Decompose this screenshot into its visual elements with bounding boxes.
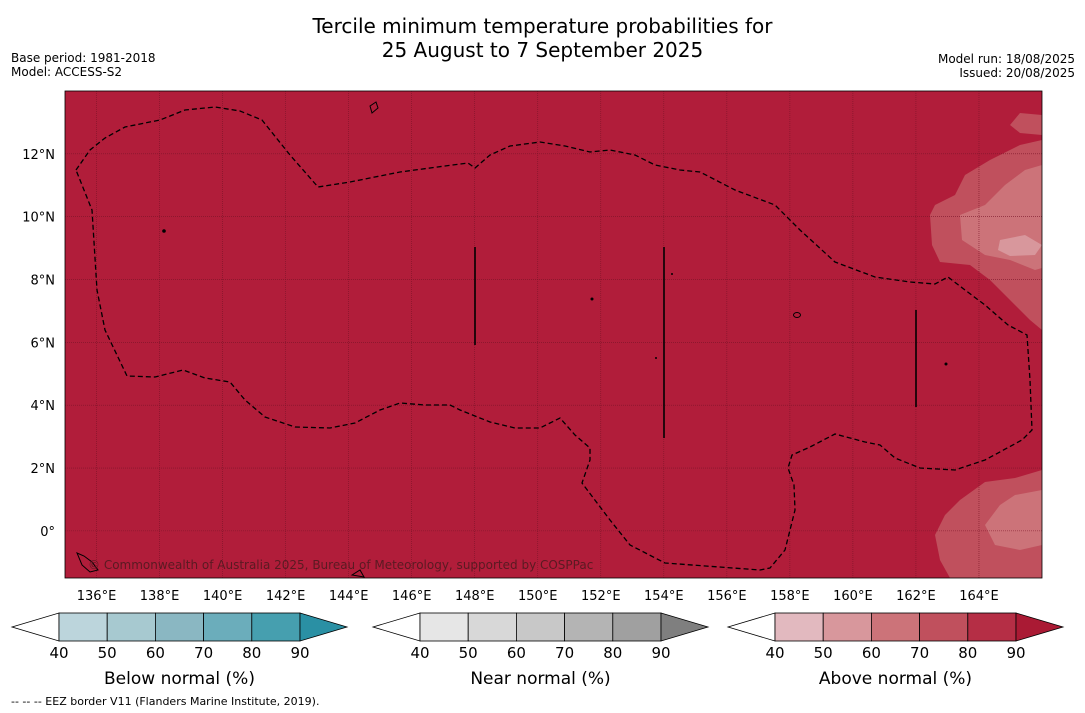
colorbar-tick-label: 40 bbox=[765, 644, 784, 662]
colorbar-extend-low bbox=[726, 612, 776, 642]
colorbar-tick-label: 60 bbox=[862, 644, 881, 662]
island-4 bbox=[655, 357, 657, 359]
lon-tick-label: 150°E bbox=[518, 589, 558, 604]
lon-tick-label: 146°E bbox=[392, 589, 432, 604]
shade-patch-ne-4 bbox=[1010, 113, 1042, 135]
colorbar-extend-high bbox=[1015, 612, 1065, 642]
colorbar-title: Above normal (%) bbox=[819, 669, 972, 689]
colorbar-segment bbox=[251, 612, 301, 642]
lon-tick-label: 152°E bbox=[581, 589, 621, 604]
colorbar-segment bbox=[871, 612, 921, 642]
colorbar-tick-label: 50 bbox=[814, 644, 833, 662]
colorbars: 40 50 60 70 80 90 Below normal (%) 40 50 60 70 80 90… bbox=[10, 612, 1065, 689]
colorbar-tick-label: 80 bbox=[242, 644, 261, 662]
colorbar-extend-low bbox=[10, 612, 60, 642]
colorbar-segment bbox=[774, 612, 824, 642]
island-3 bbox=[944, 362, 948, 366]
lon-tick-label: 164°E bbox=[959, 589, 999, 604]
island-2 bbox=[590, 297, 594, 301]
colorbar-segment bbox=[919, 612, 969, 642]
axis-labels: 136°E 138°E 140°E 142°E 144°E 146°E 148°E 150°E… bbox=[22, 148, 999, 604]
lon-tick-label: 140°E bbox=[203, 589, 243, 604]
title-line-2: 25 August to 7 September 2025 bbox=[381, 38, 704, 62]
copyright-notice: © Commonwealth of Australia 2025, Bureau… bbox=[88, 558, 593, 572]
title-line-1: Tercile minimum temperature probabilitie… bbox=[312, 14, 773, 38]
colorbar-segment bbox=[106, 612, 156, 642]
colorbar-tick-label: 50 bbox=[459, 644, 478, 662]
colorbar-segment bbox=[516, 612, 566, 642]
lat-tick-label: 12°N bbox=[22, 148, 55, 163]
eez-border bbox=[75, 106, 1033, 571]
colorbar-tick-label: 90 bbox=[290, 644, 309, 662]
lat-tick-label: 8°N bbox=[31, 274, 56, 289]
colorbar-segment bbox=[467, 612, 517, 642]
colorbar-tick-label: 40 bbox=[410, 644, 429, 662]
island-east bbox=[793, 312, 801, 318]
colorbar-segment bbox=[967, 612, 1017, 642]
colorbar-tick-label: 70 bbox=[555, 644, 574, 662]
lon-tick-label: 148°E bbox=[455, 589, 495, 604]
lon-tick-label: 160°E bbox=[833, 589, 873, 604]
colorbar-tick-label: 70 bbox=[194, 644, 213, 662]
lon-tick-label: 142°E bbox=[266, 589, 306, 604]
map-area bbox=[65, 91, 1042, 578]
map-frame bbox=[64, 90, 1043, 579]
colorbar-tick-label: 80 bbox=[958, 644, 977, 662]
meta-right: Model run: 18/08/2025 Issued: 20/08/2025 bbox=[938, 52, 1075, 80]
lat-tick-label: 10°N bbox=[22, 211, 55, 226]
shade-patch-ne-3 bbox=[998, 235, 1042, 256]
island-s bbox=[350, 569, 365, 578]
colorbar-extend-low bbox=[371, 612, 421, 642]
colorbar-tick-label: 40 bbox=[49, 644, 68, 662]
eez-legend: -- -- -- EEZ border V11 (Flanders Marine… bbox=[11, 695, 320, 708]
island-1 bbox=[162, 229, 166, 233]
shade-patch-se-2 bbox=[985, 490, 1042, 550]
map-title: Tercile minimum temperature probabilitie… bbox=[0, 14, 1085, 62]
lat-tick-label: 6°N bbox=[31, 336, 56, 351]
lon-tick-label: 156°E bbox=[707, 589, 747, 604]
colorbar-extend-high bbox=[299, 612, 349, 642]
colorbar-segment bbox=[419, 612, 469, 642]
lon-tick-label: 138°E bbox=[140, 589, 180, 604]
colorbar-tick-label: 60 bbox=[146, 644, 165, 662]
graticule bbox=[65, 91, 1042, 578]
colorbar-below: 40 50 60 70 80 90 Below normal (%) bbox=[10, 612, 349, 689]
island-north bbox=[369, 101, 379, 114]
colorbar-above: 40 50 60 70 80 90 Above normal (%) bbox=[726, 612, 1065, 689]
lon-tick-label: 136°E bbox=[77, 589, 117, 604]
base-period: Base period: 1981-2018 bbox=[11, 51, 156, 65]
lon-tick-label: 154°E bbox=[644, 589, 684, 604]
colorbar-title: Below normal (%) bbox=[104, 669, 255, 689]
lon-tick-label: 144°E bbox=[329, 589, 369, 604]
colorbar-tick-label: 80 bbox=[603, 644, 622, 662]
issued-date: Issued: 20/08/2025 bbox=[959, 66, 1075, 80]
lat-tick-label: 4°N bbox=[31, 399, 56, 414]
lon-tick-label: 158°E bbox=[770, 589, 810, 604]
colorbar-segment bbox=[612, 612, 662, 642]
colorbar-segment bbox=[203, 612, 253, 642]
lat-tick-label: 0° bbox=[40, 525, 55, 540]
colorbar-segment bbox=[822, 612, 872, 642]
colorbar-tick-label: 60 bbox=[507, 644, 526, 662]
colorbar-tick-label: 50 bbox=[98, 644, 117, 662]
meta-left: Base period: 1981-2018 Model: ACCESS-S2 bbox=[11, 51, 156, 79]
colorbar-tick-label: 70 bbox=[910, 644, 929, 662]
lat-tick-label: 2°N bbox=[31, 462, 56, 477]
colorbar-tick-label: 90 bbox=[651, 644, 670, 662]
model-run: Model run: 18/08/2025 bbox=[937, 52, 1075, 66]
colorbar-segment bbox=[58, 612, 108, 642]
island-5 bbox=[671, 273, 673, 275]
colorbar-near: 40 50 60 70 80 90 Near normal (%) bbox=[371, 612, 710, 689]
island-sw bbox=[76, 552, 99, 573]
colorbar-segment bbox=[154, 612, 204, 642]
colorbar-segment bbox=[564, 612, 614, 642]
colorbar-tick-label: 90 bbox=[1006, 644, 1025, 662]
lon-tick-label: 162°E bbox=[896, 589, 936, 604]
colorbar-extend-high bbox=[660, 612, 710, 642]
colorbar-title: Near normal (%) bbox=[470, 669, 610, 689]
map-layer: © Commonwealth of Australia 2025, Bureau… bbox=[64, 90, 1043, 579]
model-name: Model: ACCESS-S2 bbox=[11, 65, 123, 79]
